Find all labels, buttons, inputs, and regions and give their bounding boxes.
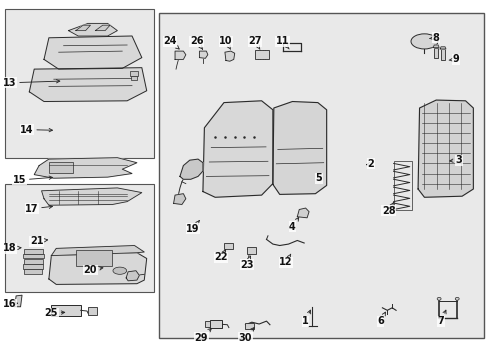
Text: 22: 22 (214, 249, 227, 262)
Polygon shape (95, 25, 110, 31)
Text: 15: 15 (13, 175, 52, 185)
Ellipse shape (113, 267, 126, 274)
Text: 7: 7 (437, 310, 445, 326)
Polygon shape (417, 100, 472, 197)
Bar (5, 9, 154, 158)
Bar (224, 243, 232, 249)
Polygon shape (224, 51, 234, 61)
Text: 29: 29 (194, 328, 211, 343)
Bar (159, 13, 483, 338)
Polygon shape (76, 25, 90, 31)
Polygon shape (439, 47, 445, 49)
Text: 30: 30 (238, 328, 254, 343)
Text: 23: 23 (240, 256, 253, 270)
Polygon shape (180, 159, 203, 179)
Text: 24: 24 (163, 36, 179, 49)
Text: 4: 4 (288, 217, 298, 232)
Polygon shape (175, 51, 185, 59)
Bar (210, 320, 222, 328)
Polygon shape (29, 68, 146, 102)
Text: 26: 26 (189, 36, 203, 49)
Polygon shape (199, 51, 207, 58)
Bar (23, 264, 43, 269)
Text: 16: 16 (3, 299, 18, 309)
Text: 2: 2 (366, 159, 373, 169)
Bar (5, 184, 154, 292)
Polygon shape (126, 271, 139, 281)
Bar (255, 50, 268, 59)
Polygon shape (432, 45, 438, 48)
Text: 18: 18 (3, 243, 21, 253)
Bar (433, 48, 437, 58)
Text: 20: 20 (83, 265, 102, 275)
Bar (24, 259, 43, 264)
Ellipse shape (436, 297, 440, 300)
Text: 17: 17 (25, 204, 52, 214)
Bar (49, 162, 73, 173)
Polygon shape (49, 253, 146, 284)
Text: 13: 13 (3, 78, 60, 88)
Bar (51, 305, 81, 316)
Bar (88, 307, 97, 315)
Bar (76, 250, 112, 266)
Text: 10: 10 (219, 36, 232, 49)
Bar (440, 49, 444, 60)
Polygon shape (34, 158, 137, 178)
Text: 19: 19 (186, 221, 200, 234)
Text: 28: 28 (381, 203, 395, 216)
Bar (23, 254, 44, 258)
Polygon shape (44, 36, 142, 69)
Bar (245, 323, 254, 329)
Text: 3: 3 (449, 155, 461, 165)
Bar (246, 247, 255, 254)
Ellipse shape (410, 34, 437, 49)
Text: 25: 25 (44, 308, 64, 318)
Text: 6: 6 (376, 312, 385, 326)
Bar (24, 249, 43, 254)
Text: 12: 12 (279, 254, 292, 267)
Polygon shape (203, 101, 272, 197)
Bar (205, 321, 210, 327)
Ellipse shape (454, 297, 458, 300)
Bar (129, 71, 138, 76)
Bar (393, 161, 411, 210)
Bar (131, 76, 137, 80)
Polygon shape (41, 188, 142, 205)
Text: 9: 9 (448, 54, 458, 64)
Text: 5: 5 (315, 173, 322, 183)
Polygon shape (15, 295, 22, 307)
Text: 11: 11 (275, 36, 289, 49)
Text: 14: 14 (20, 125, 52, 135)
Polygon shape (68, 23, 117, 36)
Polygon shape (272, 102, 326, 194)
Text: 8: 8 (428, 33, 439, 43)
Bar (24, 269, 42, 274)
Polygon shape (173, 194, 185, 204)
Polygon shape (51, 246, 144, 256)
Polygon shape (297, 208, 308, 218)
Text: 27: 27 (248, 36, 262, 49)
Text: 21: 21 (30, 236, 47, 246)
Text: 1: 1 (302, 310, 310, 326)
